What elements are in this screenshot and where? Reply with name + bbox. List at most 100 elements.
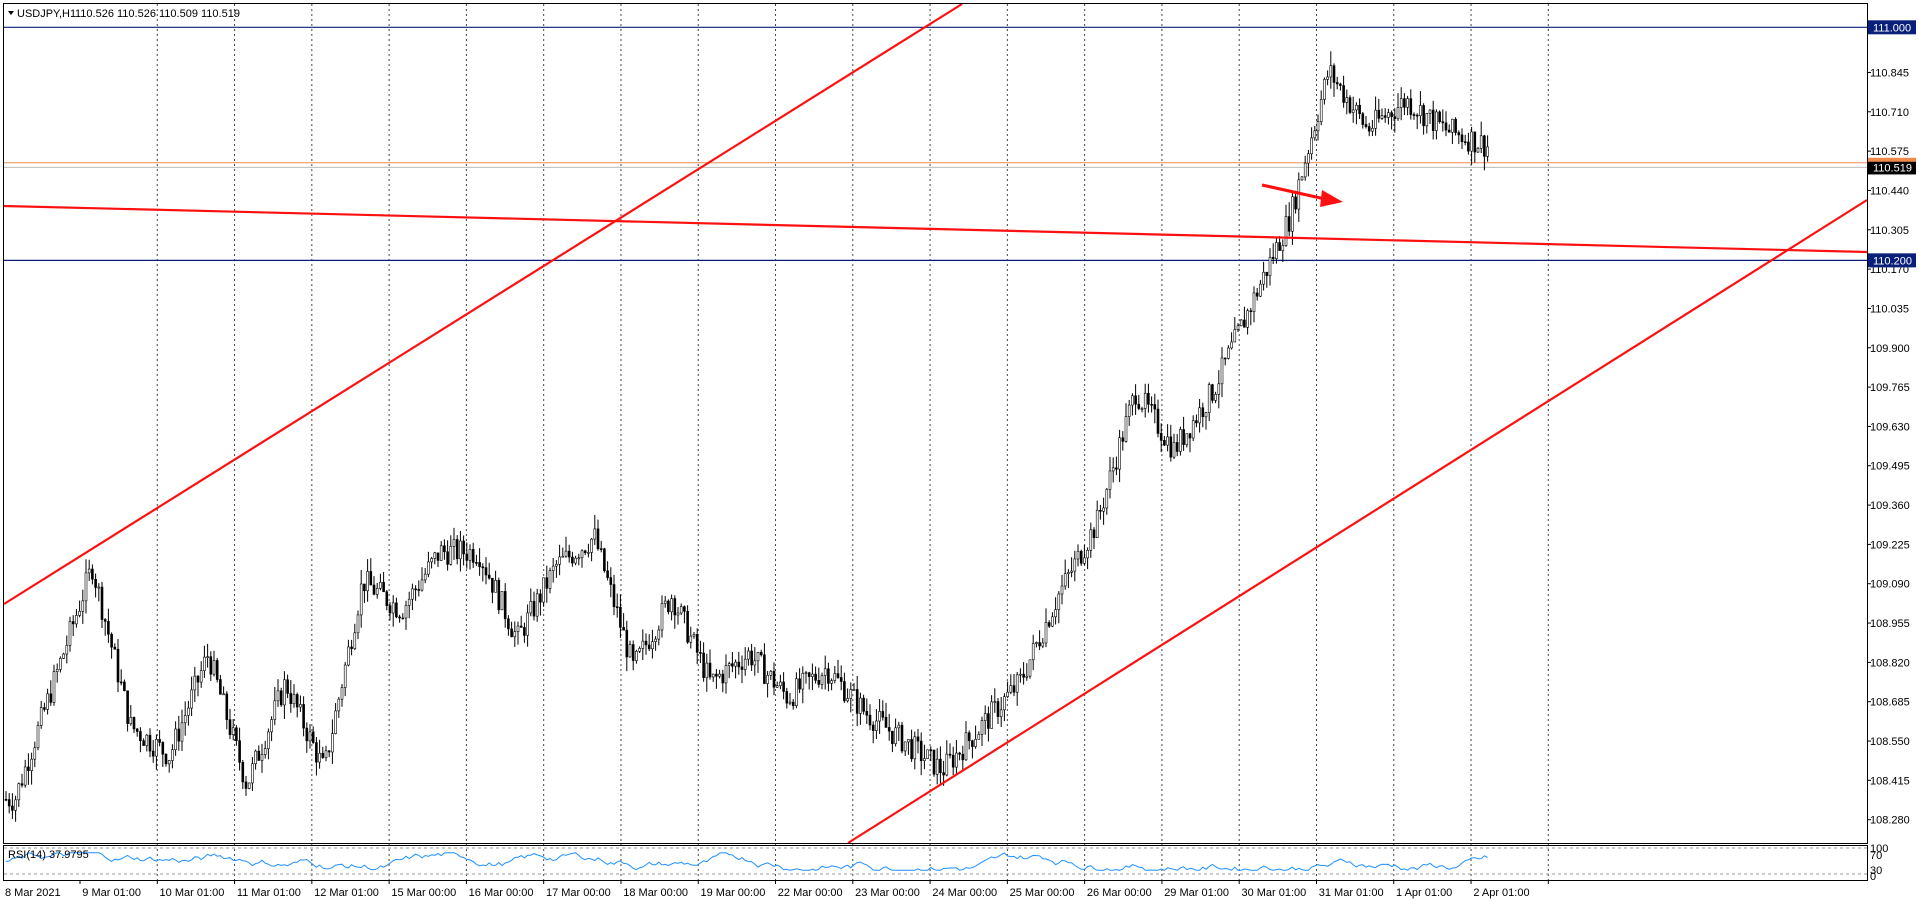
x-tick-label: 15 Mar 00:00 <box>391 887 456 899</box>
candle-body <box>1403 98 1406 108</box>
candle-body <box>84 572 88 602</box>
candle-body <box>1387 112 1390 118</box>
candle-body <box>177 728 181 742</box>
candle-body <box>1198 407 1201 424</box>
candle-body <box>1483 135 1486 157</box>
candle-body <box>599 548 603 550</box>
candle-body <box>539 593 542 603</box>
candle-body <box>1028 659 1032 677</box>
candle-body <box>180 722 184 742</box>
candle-body <box>199 670 203 683</box>
candle-body <box>676 612 680 616</box>
candle-body <box>823 668 827 676</box>
candle-body <box>1460 134 1464 142</box>
candle-body <box>814 673 817 681</box>
candle-body <box>619 606 622 628</box>
candle-body <box>644 640 648 646</box>
candle-body <box>340 687 344 700</box>
candle-body <box>711 673 715 678</box>
y-tick-label: 109.360 <box>1870 500 1910 512</box>
candle-body <box>1179 429 1182 452</box>
candle-body <box>158 739 161 743</box>
candle-body <box>347 646 350 666</box>
bid-price-label: 110.519 <box>1873 162 1912 174</box>
candle-body <box>1153 404 1157 410</box>
x-tick-label: 2 Apr 01:00 <box>1473 887 1529 899</box>
candle-body <box>1390 112 1393 118</box>
candle-body <box>1089 529 1093 551</box>
candle-body <box>833 673 837 681</box>
candle-body <box>215 660 219 680</box>
candle-body <box>1108 470 1112 490</box>
candle-body <box>1348 97 1352 113</box>
collapse-triangle-icon[interactable] <box>8 11 14 15</box>
candle-body <box>1342 85 1345 103</box>
candle-body <box>1083 557 1086 564</box>
candle-body <box>561 555 565 558</box>
candle-body <box>487 574 491 579</box>
candle-body <box>241 762 245 783</box>
candle-body <box>939 758 942 773</box>
candle-body <box>1374 109 1377 129</box>
candle-body <box>225 693 229 720</box>
candle-body <box>862 697 865 712</box>
candle-body <box>974 739 977 747</box>
candle-body <box>1143 392 1147 409</box>
y-tick-label: 109.225 <box>1870 539 1910 551</box>
x-tick-label: 11 Mar 01:00 <box>237 887 301 899</box>
candle-body <box>123 681 126 692</box>
x-tick-label: 31 Mar 01:00 <box>1319 887 1384 899</box>
candle-body <box>654 638 657 643</box>
candle-body <box>955 752 958 768</box>
candle-body <box>167 760 171 765</box>
candle-body <box>68 621 72 646</box>
candle-body <box>196 675 200 683</box>
candle-body <box>401 617 405 620</box>
candle-body <box>574 557 577 564</box>
chart-frame <box>3 3 1868 881</box>
candle-body <box>1268 256 1272 276</box>
candle-body <box>1118 437 1121 470</box>
candle-body <box>375 587 379 595</box>
candle-body <box>1435 111 1438 131</box>
candle-body <box>558 556 561 565</box>
candle-body <box>1175 442 1179 452</box>
candle-body <box>897 724 901 729</box>
candle-body <box>1300 176 1304 181</box>
candle-body <box>446 551 449 565</box>
candle-body <box>327 750 331 753</box>
candle-body <box>231 727 235 735</box>
candle-body <box>59 658 62 670</box>
candle-body <box>20 783 24 786</box>
candle-body <box>683 606 686 612</box>
candle-body <box>94 578 97 588</box>
candle-body <box>363 583 366 592</box>
candle-body <box>52 671 56 703</box>
candle-body <box>359 583 363 616</box>
candle-body <box>1367 126 1371 132</box>
x-tick-label: 22 Mar 00:00 <box>778 887 843 899</box>
candle-body <box>279 690 283 706</box>
x-tick-label: 19 Mar 00:00 <box>701 887 766 899</box>
candle-body <box>78 611 81 616</box>
candle-body <box>529 601 533 614</box>
candle-body <box>571 556 574 564</box>
candle-body <box>679 606 683 614</box>
candle-body <box>721 673 725 684</box>
candle-body <box>1060 585 1064 595</box>
candle-body <box>692 634 696 637</box>
candle-body <box>1182 429 1185 445</box>
candle-body <box>1351 109 1355 113</box>
candle-body <box>753 660 757 666</box>
candle-body <box>1223 357 1227 360</box>
candle-body <box>238 740 241 763</box>
candle-body <box>699 652 702 654</box>
candle-body <box>1291 196 1294 232</box>
candle-body <box>1220 357 1224 385</box>
y-tick-label: 109.900 <box>1870 343 1910 355</box>
candle-body <box>1031 643 1035 661</box>
candle-body <box>689 635 693 643</box>
candle-body <box>1278 242 1281 251</box>
candle-body <box>766 674 769 684</box>
candle-body <box>830 680 833 684</box>
